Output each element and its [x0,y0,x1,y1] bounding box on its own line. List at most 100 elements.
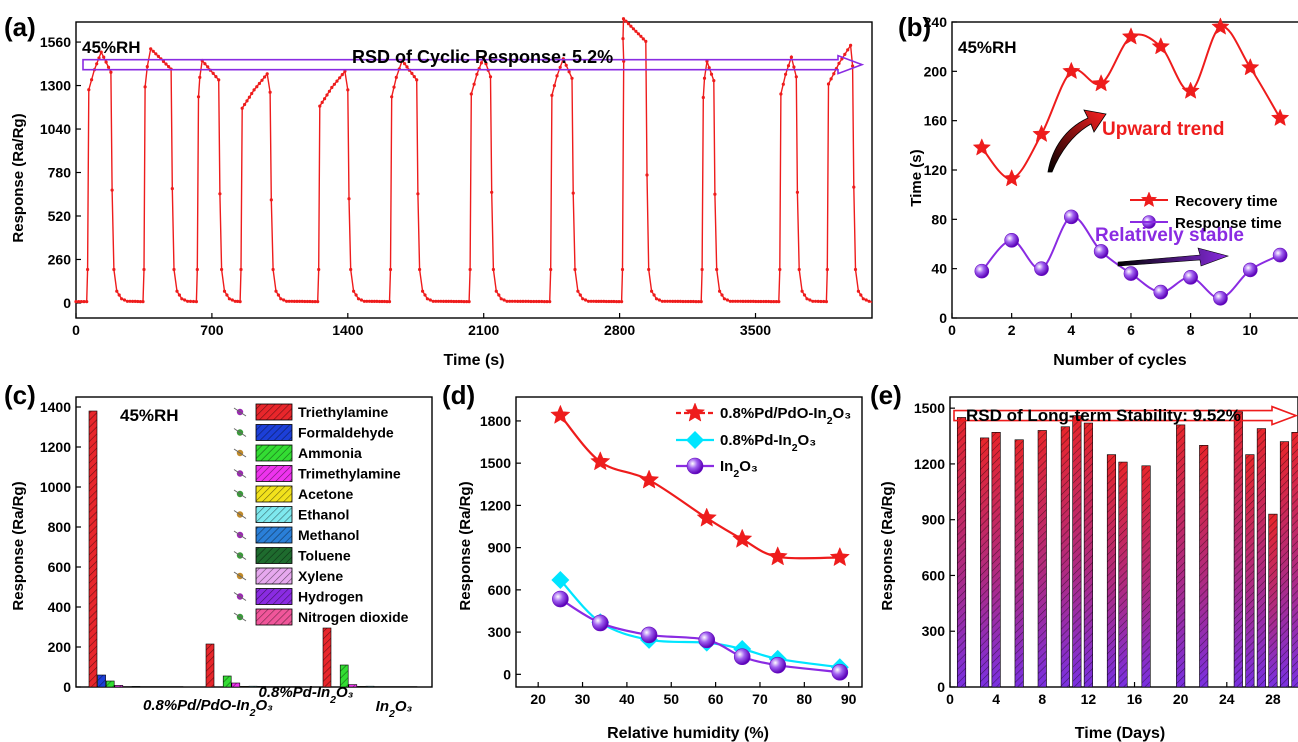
data-point [852,185,856,189]
data-point [410,71,414,75]
panel-b-ylabel: Time (s) [908,149,925,206]
data-point [323,97,327,101]
data-point [217,78,221,82]
data-point [325,93,329,97]
panel-d: (d) 20 30 40 50 60 70 80 9003006009001200150018… [442,380,863,742]
data-point [354,293,358,297]
legend-swatch-hatch [256,547,292,564]
data-point [691,299,696,304]
y-tick-label: 600 [922,567,946,583]
data-point [620,267,625,272]
data-point [1123,266,1139,281]
data-point [558,65,562,69]
data-point [647,267,651,272]
data-point [694,300,698,304]
panel-label-b: (b) [898,12,931,42]
data-point [255,85,259,89]
data-point [85,300,89,304]
data-point [843,52,847,57]
x-tick-label: 28 [1265,691,1281,707]
data-point [718,289,722,293]
data-point [636,32,641,36]
data-point [529,299,533,304]
y-tick-label: 120 [924,162,948,178]
molecule-icon-bond [233,530,247,540]
data-point [678,299,683,303]
x-tick-label: 4 [992,691,1000,707]
panel-a-plot: 0 700 1400 2100 2800 3500 0 260 520 780 1040 1300 15… [40,17,873,338]
data-point [177,293,181,297]
legend-swatch-hatch [256,404,292,420]
data-point [599,299,603,303]
bar-hatch [957,417,966,687]
data-point [654,297,659,301]
data-point [95,62,99,66]
y-tick-label: 1200 [914,456,945,472]
data-point [715,267,719,272]
data-point [1091,74,1111,92]
data-point [576,289,580,293]
data-point [808,298,812,302]
panel-e: (e) 0 4 8 12 16 20 24 28 0 300 600 900 1200 1500 RSD … [870,380,1298,742]
data-point [104,60,108,64]
bar-hatch [366,686,374,687]
data-point [825,267,829,272]
data-point [247,95,251,99]
upward-arrow [1047,109,1107,173]
x-tick-label: 20 [1173,691,1189,707]
data-point [513,299,517,303]
data-point [497,293,501,297]
data-point [620,300,624,304]
data-point [1004,233,1019,248]
data-point [699,300,703,304]
data-point [332,82,336,86]
legend-response: Response time [1175,215,1282,232]
data-point [346,88,350,92]
data-point [390,95,394,99]
data-point [428,298,432,302]
data-point [701,95,705,100]
panel-label-a: (a) [4,12,36,42]
panel-c-condition: 45%RH [120,406,179,425]
data-point [671,299,675,303]
data-point [859,293,863,297]
data-point [233,299,237,303]
data-point [320,100,324,104]
data-point [188,299,193,303]
data-point [416,192,420,196]
legend-marker [686,431,704,449]
panel-d-ylabel: Response (Ra/Rg) [457,481,474,610]
data-point [731,299,735,303]
data-point [689,299,693,304]
data-point [211,71,215,75]
data-point [548,300,552,304]
panel-b-upward-text: Upward trend [1102,119,1224,140]
data-point [754,299,758,304]
molecule-icon-bond [233,469,247,478]
bar-hatch [340,665,349,687]
data-point [308,299,312,304]
data-point [109,70,113,74]
data-point [145,65,149,69]
data-point [733,299,738,303]
data-point [772,300,776,304]
y-tick-label: 40 [931,261,947,277]
data-point [777,300,781,304]
data-point [385,300,389,304]
category-label: 0.8%Pd/PdO-In2O₃ [143,697,273,719]
data-point [180,297,184,301]
data-point [335,79,339,83]
data-point [592,299,596,303]
x-tick-label: 4 [1067,322,1075,338]
data-point [594,299,598,303]
data-point [175,289,179,293]
legend-label: Trimethylamine [298,466,401,482]
data-point [269,198,273,202]
bar-hatch [1061,426,1070,687]
molecule-icon-bond [233,571,247,581]
data-point [652,293,656,297]
category-label: In2O₃ [376,698,413,720]
data-point [972,138,992,156]
